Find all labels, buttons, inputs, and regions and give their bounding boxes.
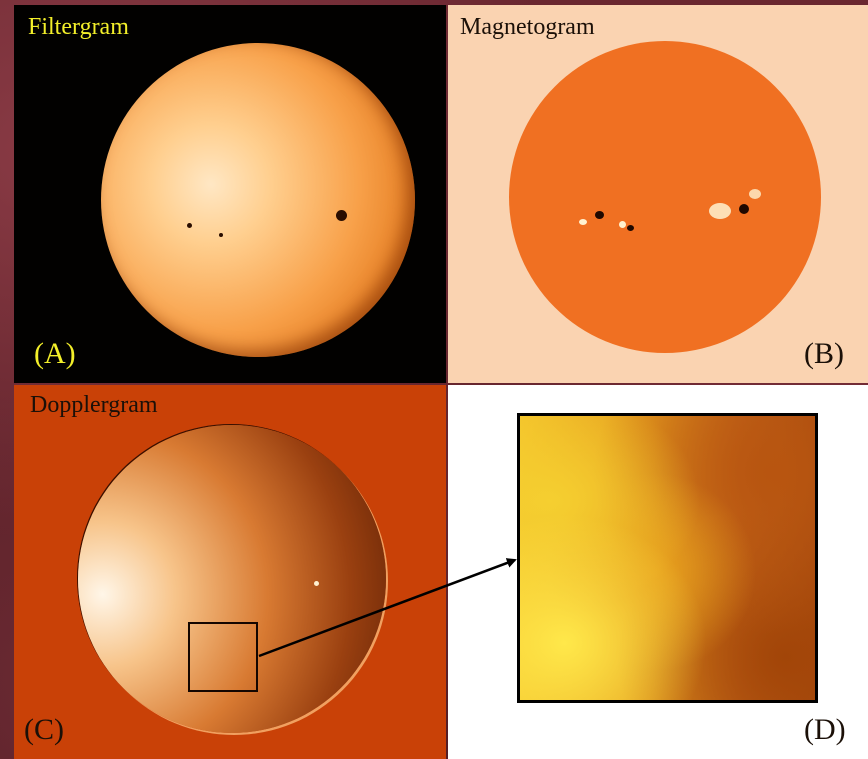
zoom-region-box [188,622,258,692]
panel-letter-b: (B) [804,337,844,370]
magnetic-region-positive [619,221,626,228]
magnetic-region-positive [579,219,587,225]
magnetic-region-negative [595,211,604,219]
magnetic-region-negative [739,204,749,214]
sunspot [336,210,347,221]
sunspot [219,233,223,237]
sunspot [187,223,192,228]
panel-letter-a: (A) [34,337,76,370]
magnetogram-panel: Magnetogram (B) [448,5,868,383]
magnetogram-title: Magnetogram [460,14,595,40]
zoomed-granulation-image [517,413,818,703]
magnetic-region-negative [627,225,634,231]
magnetogram-sun-disk [509,41,821,353]
panel-letter-d: (D) [804,713,846,746]
magnetic-region-positive [709,203,731,219]
dopplergram-title: Dopplergram [30,392,158,418]
magnetic-region-positive [749,189,761,199]
filtergram-panel: Filtergram (A) [14,5,446,383]
sunspot [314,581,319,586]
dopplergram-panel: Dopplergram (C) [14,385,446,759]
panel-letter-c: (C) [24,713,64,746]
zoomed-detail-panel: (D) [448,385,868,759]
filtergram-title: Filtergram [28,14,129,40]
filtergram-sun-disk [101,43,415,357]
